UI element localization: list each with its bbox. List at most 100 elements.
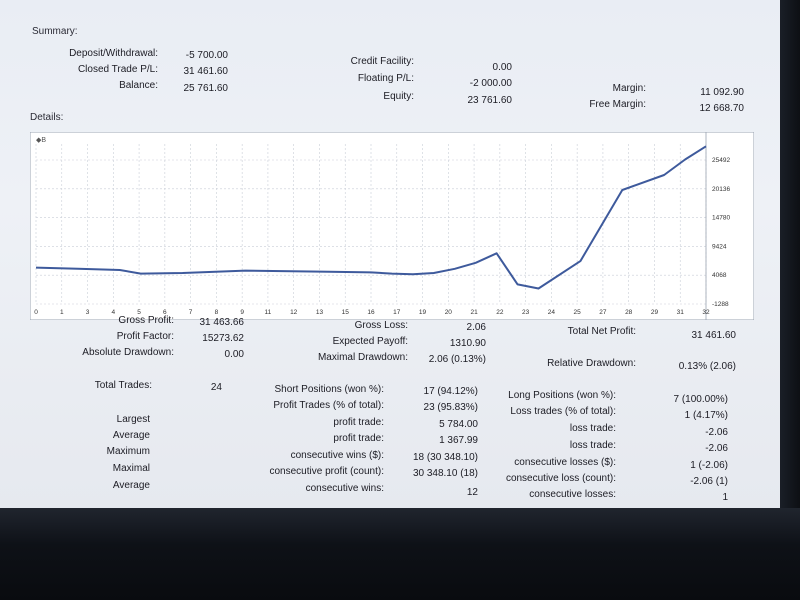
largest-profit-trade-value: 5 784.00 — [439, 419, 478, 430]
maximal-drawdown-value: 2.06 (0.13%) — [428, 354, 486, 365]
x-tick-label: 15 — [342, 309, 350, 316]
equity-value: 23 761.60 — [467, 95, 513, 106]
average-loss-trade-label: loss trade: — [569, 440, 616, 451]
average-consec-losses-label: consecutive losses: — [529, 489, 616, 500]
details-title: Details: — [30, 112, 64, 123]
profit-factor-value: 15273.62 — [202, 333, 244, 344]
x-tick-label: 25 — [574, 309, 582, 316]
total-net-profit-value: 31 461.60 — [691, 330, 737, 341]
x-tick-label: 5 — [137, 309, 141, 316]
x-tick-label: 9 — [240, 309, 244, 316]
expected-payoff-label: Expected Payoff: — [332, 336, 408, 347]
y-tick-label: 4068 — [712, 272, 727, 279]
equity-label: Equity: — [383, 91, 414, 102]
x-tick-label: 13 — [316, 309, 324, 316]
x-tick-label: 22 — [496, 309, 504, 316]
x-tick-label: 7 — [189, 309, 193, 316]
gross-profit-value: 31 463.66 — [199, 317, 245, 328]
profit-trades-label: Profit Trades (% of total): — [273, 400, 384, 411]
monitor-bezel-bottom — [0, 508, 800, 600]
deposit-withdrawal-value: -5 700.00 — [185, 50, 228, 61]
loss-trades-label: Loss trades (% of total): — [510, 406, 616, 417]
total-net-profit-label: Total Net Profit: — [567, 326, 636, 337]
max-consec-wins-label: consecutive wins ($): — [290, 450, 384, 461]
balance-value: 25 761.60 — [183, 83, 229, 94]
largest-profit-trade-label: profit trade: — [333, 417, 384, 428]
balance-series-line — [35, 145, 707, 290]
total-trades-label: Total Trades: — [94, 380, 152, 391]
gross-profit-label: Gross Profit: — [118, 315, 174, 326]
y-tick-label: -1288 — [712, 301, 729, 308]
balance-label: Balance: — [119, 80, 158, 91]
x-tick-label: 3 — [86, 309, 90, 316]
x-tick-label: 8 — [215, 309, 219, 316]
relative-drawdown-value: 0.13% (2.06) — [678, 361, 736, 372]
absolute-drawdown-value: 0.00 — [224, 349, 244, 360]
gross-loss-label: Gross Loss: — [354, 320, 408, 331]
x-tick-label: 1 — [60, 309, 64, 316]
average-loss-trade-value: -2.06 — [705, 443, 728, 454]
x-tick-label: 23 — [522, 309, 530, 316]
largest-loss-trade-label: loss trade: — [569, 423, 616, 434]
y-tick-label: 9424 — [712, 243, 727, 250]
row-label-largest: Largest — [116, 414, 150, 425]
x-tick-label: 4 — [111, 309, 115, 316]
free-margin-value: 12 668.70 — [699, 103, 745, 114]
floating-pl-value: -2 000.00 — [469, 78, 512, 89]
average-consec-losses-value: 1 — [722, 492, 728, 503]
deposit-withdrawal-label: Deposit/Withdrawal: — [69, 48, 158, 59]
profit-trades-value: 23 (95.83%) — [423, 402, 478, 413]
x-tick-label: 20 — [445, 309, 453, 316]
y-tick-label: 20136 — [712, 186, 730, 193]
absolute-drawdown-label: Absolute Drawdown: — [82, 347, 174, 358]
row-label-average-2: Average — [112, 480, 150, 491]
largest-loss-trade-value: -2.06 — [705, 427, 728, 438]
short-positions-value: 17 (94.12%) — [423, 386, 478, 397]
monitor-bezel-right — [780, 0, 800, 508]
max-consec-losses-value: 1 (-2.06) — [690, 460, 728, 471]
x-tick-label: 19 — [419, 309, 427, 316]
maximal-drawdown-label: Maximal Drawdown: — [317, 352, 408, 363]
x-tick-label: 0 — [34, 309, 38, 316]
credit-facility-value: 0.00 — [492, 62, 512, 73]
chart-legend: ◆B — [36, 137, 46, 144]
margin-value: 11 092.90 — [700, 87, 744, 98]
x-tick-label: 28 — [625, 309, 633, 316]
long-positions-label: Long Positions (won %): — [508, 390, 616, 401]
max-consec-wins-value: 18 (30 348.10) — [412, 452, 478, 463]
x-tick-label: 11 — [265, 309, 272, 316]
x-tick-label: 6 — [163, 309, 167, 316]
x-tick-label: 27 — [599, 309, 607, 316]
gross-loss-value: 2.06 — [466, 322, 486, 333]
x-tick-label: 24 — [548, 309, 556, 316]
x-tick-label: 32 — [702, 309, 710, 316]
total-trades-value: 24 — [210, 382, 222, 393]
closed-trade-pl-label: Closed Trade P/L: — [77, 64, 158, 75]
average-consec-wins-value: 12 — [466, 487, 478, 498]
row-label-average: Average — [112, 430, 150, 441]
average-consec-wins-label: consecutive wins: — [305, 483, 384, 494]
x-tick-label: 29 — [651, 309, 659, 316]
average-profit-trade-label: profit trade: — [333, 433, 384, 444]
x-tick-label: 17 — [393, 309, 401, 316]
x-tick-label: 31 — [677, 309, 685, 316]
expected-payoff-value: 1310.90 — [449, 338, 486, 349]
short-positions-label: Short Positions (won %): — [274, 384, 385, 395]
maximal-consec-profit-label: consecutive profit (count): — [269, 466, 385, 477]
x-tick-label: 21 — [470, 309, 478, 316]
maximal-consec-profit-value: 30 348.10 (18) — [412, 468, 478, 479]
floating-pl-label: Floating P/L: — [357, 73, 414, 84]
summary-title: Summary: — [32, 26, 78, 37]
row-label-maximum: Maximum — [106, 446, 150, 457]
free-margin-label: Free Margin: — [589, 99, 646, 110]
report-screen: Summary: Deposit/Withdrawal: -5 700.00 C… — [0, 0, 780, 508]
y-tick-label: 25492 — [712, 157, 730, 164]
relative-drawdown-label: Relative Drawdown: — [547, 358, 636, 369]
margin-label: Margin: — [612, 83, 646, 94]
row-label-maximal: Maximal — [112, 463, 150, 474]
maximal-consec-loss-label: consecutive loss (count): — [505, 473, 616, 484]
y-tick-label: 14780 — [712, 215, 730, 222]
closed-trade-pl-value: 31 461.60 — [183, 66, 229, 77]
credit-facility-label: Credit Facility: — [350, 56, 414, 67]
